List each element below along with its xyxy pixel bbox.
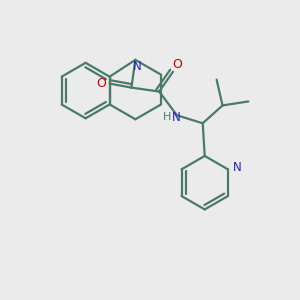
- Text: H: H: [163, 112, 171, 122]
- Text: N: N: [172, 111, 180, 124]
- Text: O: O: [97, 77, 106, 90]
- Text: N: N: [133, 60, 142, 73]
- Text: O: O: [172, 58, 182, 71]
- Text: N: N: [232, 161, 241, 174]
